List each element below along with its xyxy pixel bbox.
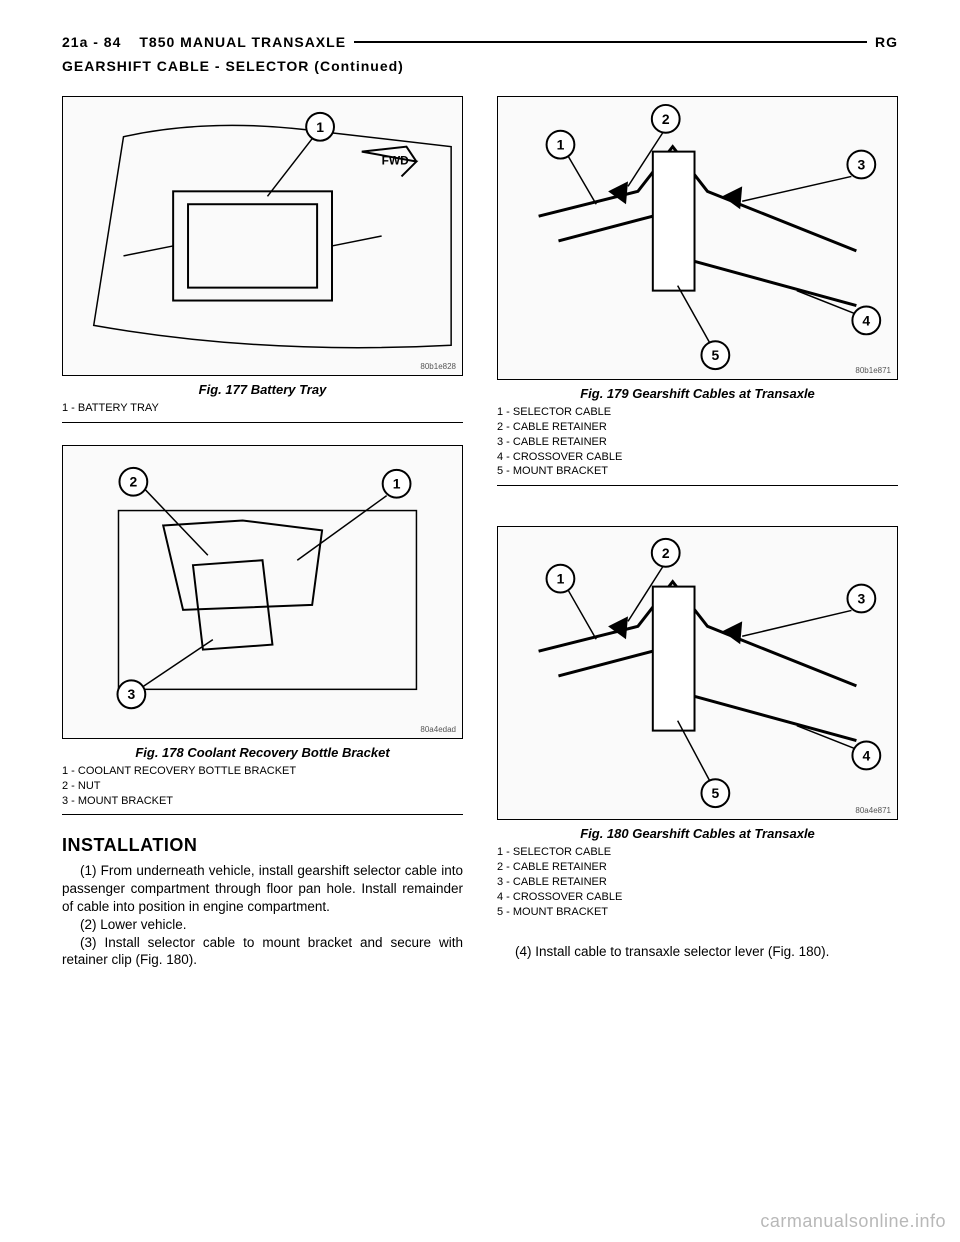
- svg-text:2: 2: [130, 474, 138, 490]
- install-step-2: (2) Lower vehicle.: [62, 916, 463, 934]
- svg-text:4: 4: [862, 748, 870, 764]
- image-code: 80a4edad: [420, 725, 456, 734]
- svg-text:2: 2: [662, 111, 670, 127]
- battery-tray-illustration: FWD 1: [63, 97, 462, 375]
- legend-item: 1 - SELECTOR CABLE: [497, 405, 898, 420]
- svg-text:1: 1: [316, 119, 324, 135]
- legend-item: 3 - CABLE RETAINER: [497, 435, 898, 450]
- legend-item: 2 - NUT: [62, 779, 463, 794]
- image-code: 80b1e871: [855, 366, 891, 375]
- svg-text:1: 1: [393, 476, 401, 492]
- two-column-layout: FWD 1 80b1e828 Fig. 177 Battery Tray 1 -…: [62, 96, 898, 969]
- svg-text:3: 3: [858, 591, 866, 607]
- figure-180-caption: Fig. 180 Gearshift Cables at Transaxle: [580, 826, 815, 841]
- legend-item: 2 - CABLE RETAINER: [497, 420, 898, 435]
- figure-179-legend: 1 - SELECTOR CABLE 2 - CABLE RETAINER 3 …: [497, 405, 898, 486]
- figure-177-caption: Fig. 177 Battery Tray: [199, 382, 327, 397]
- figure-180: 1 2 3 4 5 80a4e871 Fig. 180 Gea: [497, 526, 898, 925]
- coolant-bracket-illustration: 2 1 3: [63, 446, 462, 738]
- figure-179-image: 1 2 3 4 5 80b1e871: [497, 96, 898, 380]
- subheader: GEARSHIFT CABLE - SELECTOR (Continued): [62, 58, 898, 74]
- svg-text:4: 4: [862, 312, 870, 328]
- svg-text:5: 5: [712, 785, 720, 801]
- figure-178-image: 2 1 3 80a4edad: [62, 445, 463, 739]
- legend-item: 5 - MOUNT BRACKET: [497, 905, 898, 920]
- legend-item: 3 - CABLE RETAINER: [497, 875, 898, 890]
- install-step-4: (4) Install cable to transaxle selector …: [497, 943, 898, 961]
- figure-178-legend: 1 - COOLANT RECOVERY BOTTLE BRACKET 2 - …: [62, 764, 463, 816]
- image-code: 80b1e828: [420, 362, 456, 371]
- figure-180-image: 1 2 3 4 5 80a4e871: [497, 526, 898, 820]
- svg-text:1: 1: [557, 137, 565, 153]
- figure-178: 2 1 3 80a4edad Fig. 178 Coolant Recovery…: [62, 445, 463, 816]
- svg-text:2: 2: [662, 545, 670, 561]
- gearshift-cables-illustration: 1 2 3 4 5: [498, 97, 897, 379]
- page-header: 21a - 84 T850 MANUAL TRANSAXLE RG: [62, 34, 898, 50]
- image-code: 80a4e871: [855, 806, 891, 815]
- watermark: carmanualsonline.info: [760, 1211, 946, 1232]
- header-rule: [354, 41, 867, 43]
- installation-heading: INSTALLATION: [62, 835, 463, 856]
- install-step-3: (3) Install selector cable to mount brac…: [62, 934, 463, 970]
- legend-item: 1 - COOLANT RECOVERY BOTTLE BRACKET: [62, 764, 463, 779]
- legend-item: 4 - CROSSOVER CABLE: [497, 890, 898, 905]
- figure-178-caption: Fig. 178 Coolant Recovery Bottle Bracket: [135, 745, 389, 760]
- header-left: 21a - 84 T850 MANUAL TRANSAXLE: [62, 34, 346, 50]
- svg-text:3: 3: [857, 156, 865, 172]
- figure-179-caption: Fig. 179 Gearshift Cables at Transaxle: [580, 386, 815, 401]
- figure-177-legend: 1 - BATTERY TRAY: [62, 401, 463, 423]
- legend-item: 1 - BATTERY TRAY: [62, 401, 463, 416]
- figure-177: FWD 1 80b1e828 Fig. 177 Battery Tray 1 -…: [62, 96, 463, 423]
- svg-text:5: 5: [712, 347, 720, 363]
- svg-text:1: 1: [557, 571, 565, 587]
- figure-177-image: FWD 1 80b1e828: [62, 96, 463, 376]
- gearshift-cables-illustration-2: 1 2 3 4 5: [498, 527, 897, 819]
- doc-code: RG: [875, 34, 898, 50]
- figure-180-legend: 1 - SELECTOR CABLE 2 - CABLE RETAINER 3 …: [497, 845, 898, 925]
- legend-item: 1 - SELECTOR CABLE: [497, 845, 898, 860]
- installation-body: (1) From underneath vehicle, install gea…: [62, 862, 463, 969]
- legend-item: 4 - CROSSOVER CABLE: [497, 450, 898, 465]
- legend-item: 3 - MOUNT BRACKET: [62, 794, 463, 809]
- install-step-4-block: (4) Install cable to transaxle selector …: [497, 943, 898, 961]
- section-title: T850 MANUAL TRANSAXLE: [139, 34, 346, 50]
- left-column: FWD 1 80b1e828 Fig. 177 Battery Tray 1 -…: [62, 96, 463, 969]
- figure-179: 1 2 3 4 5 80b1e871 Fig. 179 Gea: [497, 96, 898, 486]
- right-column: 1 2 3 4 5 80b1e871 Fig. 179 Gea: [497, 96, 898, 969]
- legend-item: 2 - CABLE RETAINER: [497, 860, 898, 875]
- svg-text:3: 3: [128, 686, 136, 702]
- install-step-1: (1) From underneath vehicle, install gea…: [62, 862, 463, 915]
- svg-text:FWD: FWD: [382, 154, 410, 168]
- page-reference: 21a - 84: [62, 34, 121, 50]
- legend-item: 5 - MOUNT BRACKET: [497, 464, 898, 479]
